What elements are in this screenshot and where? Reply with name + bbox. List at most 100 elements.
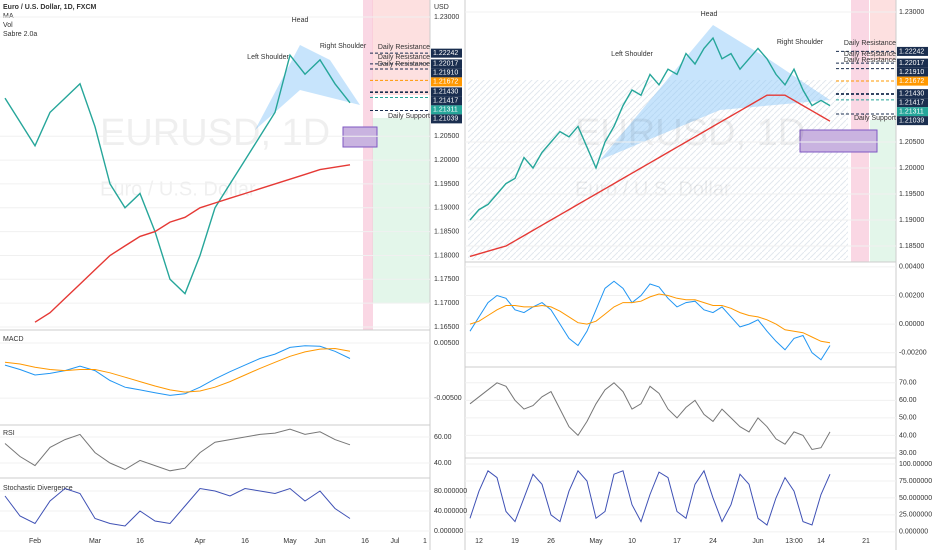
- y-tick-label: 1.19500: [434, 181, 459, 188]
- annotation: Head: [701, 11, 718, 18]
- annotation: Daily Resistance: [844, 51, 896, 58]
- series-line: [469, 280, 831, 361]
- y-tick-label: 1.19500: [899, 191, 924, 198]
- level-label: 1.21039: [899, 117, 924, 124]
- indicator-name: MA: [3, 13, 14, 20]
- level-tag: [897, 67, 928, 77]
- y-tick-label: -0.00500: [434, 395, 462, 402]
- y-tick-label: 1.17000: [434, 300, 459, 307]
- level-label: 1.21311: [899, 108, 924, 115]
- x-tick-label: Jul: [391, 538, 400, 545]
- annotation: Head: [292, 17, 309, 24]
- x-tick-label: 17: [673, 538, 681, 545]
- x-tick-label: Jun: [314, 538, 325, 545]
- series-line: [469, 36, 831, 221]
- level-label: 1.22242: [433, 50, 458, 57]
- panel-title: RSI: [3, 430, 15, 437]
- annotation: Daily Resistance: [844, 57, 896, 64]
- level-tag: [897, 76, 928, 86]
- y-tick-label: 1.17500: [434, 276, 459, 283]
- x-tick-label: May: [589, 538, 603, 545]
- level-tag: [431, 59, 462, 69]
- time-band: [363, 0, 373, 330]
- series-line: [469, 469, 831, 526]
- level-label: 1.21039: [433, 116, 458, 123]
- series-line: [4, 53, 351, 295]
- indicator-name: Vol: [3, 22, 13, 29]
- y-tick-label: 70.00: [899, 380, 917, 387]
- series-line: [4, 487, 351, 527]
- y-tick-label: 25.000000: [899, 512, 932, 519]
- level-tag: [431, 77, 462, 87]
- y-tick-label: 60.00: [899, 397, 917, 404]
- level-tag: [431, 48, 462, 58]
- y-tick-label: 100.000000: [899, 461, 932, 468]
- y-tick-label: 0.00500: [434, 340, 459, 347]
- profit-zone: [372, 118, 430, 303]
- annotation: Daily Resistance: [844, 40, 896, 47]
- series-line: [4, 347, 351, 393]
- x-tick-label: 26: [547, 538, 555, 545]
- y-tick-label: 60.00: [434, 434, 452, 441]
- y-tick-label: 1.18500: [899, 243, 924, 250]
- y-tick-label: 0.000000: [899, 529, 928, 536]
- y-tick-label: 0.000000: [434, 528, 463, 535]
- panel-title: Stochastic Divergence: [3, 485, 73, 492]
- level-tag: [431, 114, 462, 124]
- target-box: [799, 129, 878, 153]
- annotation: Daily Resistance: [378, 44, 430, 51]
- level-tag: [897, 46, 928, 56]
- series-line: [469, 382, 831, 451]
- x-tick-label: May: [283, 538, 297, 545]
- level-tag: [897, 98, 928, 108]
- x-tick-label: 10: [628, 538, 636, 545]
- x-tick-label: 19: [511, 538, 519, 545]
- target-box: [342, 126, 378, 148]
- y-tick-label: 1.16500: [434, 324, 459, 331]
- level-label: 1.21910: [899, 69, 924, 76]
- x-tick-label: 16: [361, 538, 369, 545]
- watermark: EURUSD, 1D: [100, 112, 330, 154]
- level-tag: [431, 87, 462, 97]
- indicator-name: Sabre 2.0a: [3, 31, 37, 38]
- panel-title: MACD: [3, 336, 24, 343]
- level-tag: [431, 68, 462, 78]
- y-tick-label: 1.20000: [434, 157, 459, 164]
- level-label: 1.21311: [433, 107, 458, 114]
- level-label: 1.21430: [899, 90, 924, 97]
- series-line: [4, 345, 351, 396]
- y-tick-label: 50.00: [899, 415, 917, 422]
- annotation: Daily Support: [388, 113, 430, 120]
- annotation: Daily Support: [854, 115, 896, 122]
- y-tick-label: 40.000000: [434, 508, 467, 515]
- y-tick-label: 75.000000: [899, 478, 932, 485]
- y-tick-label: -0.00200: [899, 350, 927, 357]
- level-label: 1.21417: [433, 98, 458, 105]
- y-tick-label: 1.20500: [899, 139, 924, 146]
- level-tag: [897, 89, 928, 99]
- y-tick-label: 0.00400: [899, 264, 924, 271]
- pattern-shade: [255, 45, 360, 130]
- y-tick-label: 0.00200: [899, 292, 924, 299]
- x-tick-label: 24: [709, 538, 717, 545]
- level-tag: [897, 58, 928, 68]
- x-tick-label: 14: [817, 538, 825, 545]
- annotation: Daily Resistance: [378, 61, 430, 68]
- y-tick-label: 80.000000: [434, 488, 467, 495]
- annotation: Right Shoulder: [777, 39, 824, 46]
- y-tick-label: 1.20000: [899, 165, 924, 172]
- level-label: 1.21672: [433, 79, 458, 86]
- y-tick-label: 1.23000: [434, 14, 459, 21]
- x-tick-label: 16: [241, 538, 249, 545]
- x-tick-label: Apr: [195, 538, 207, 545]
- header-title: Euro / U.S. Dollar, 1D, FXCM: [3, 4, 97, 11]
- x-tick-label: 13:00: [785, 538, 803, 545]
- loss-zone: [870, 0, 896, 60]
- x-tick-label: Jun: [752, 538, 763, 545]
- y-tick-label: 1.18500: [434, 228, 459, 235]
- x-tick-label: 12: [475, 538, 483, 545]
- y-tick-label: 1.19000: [899, 217, 924, 224]
- y-tick-label: 30.00: [899, 450, 917, 457]
- x-tick-label: Feb: [29, 538, 41, 545]
